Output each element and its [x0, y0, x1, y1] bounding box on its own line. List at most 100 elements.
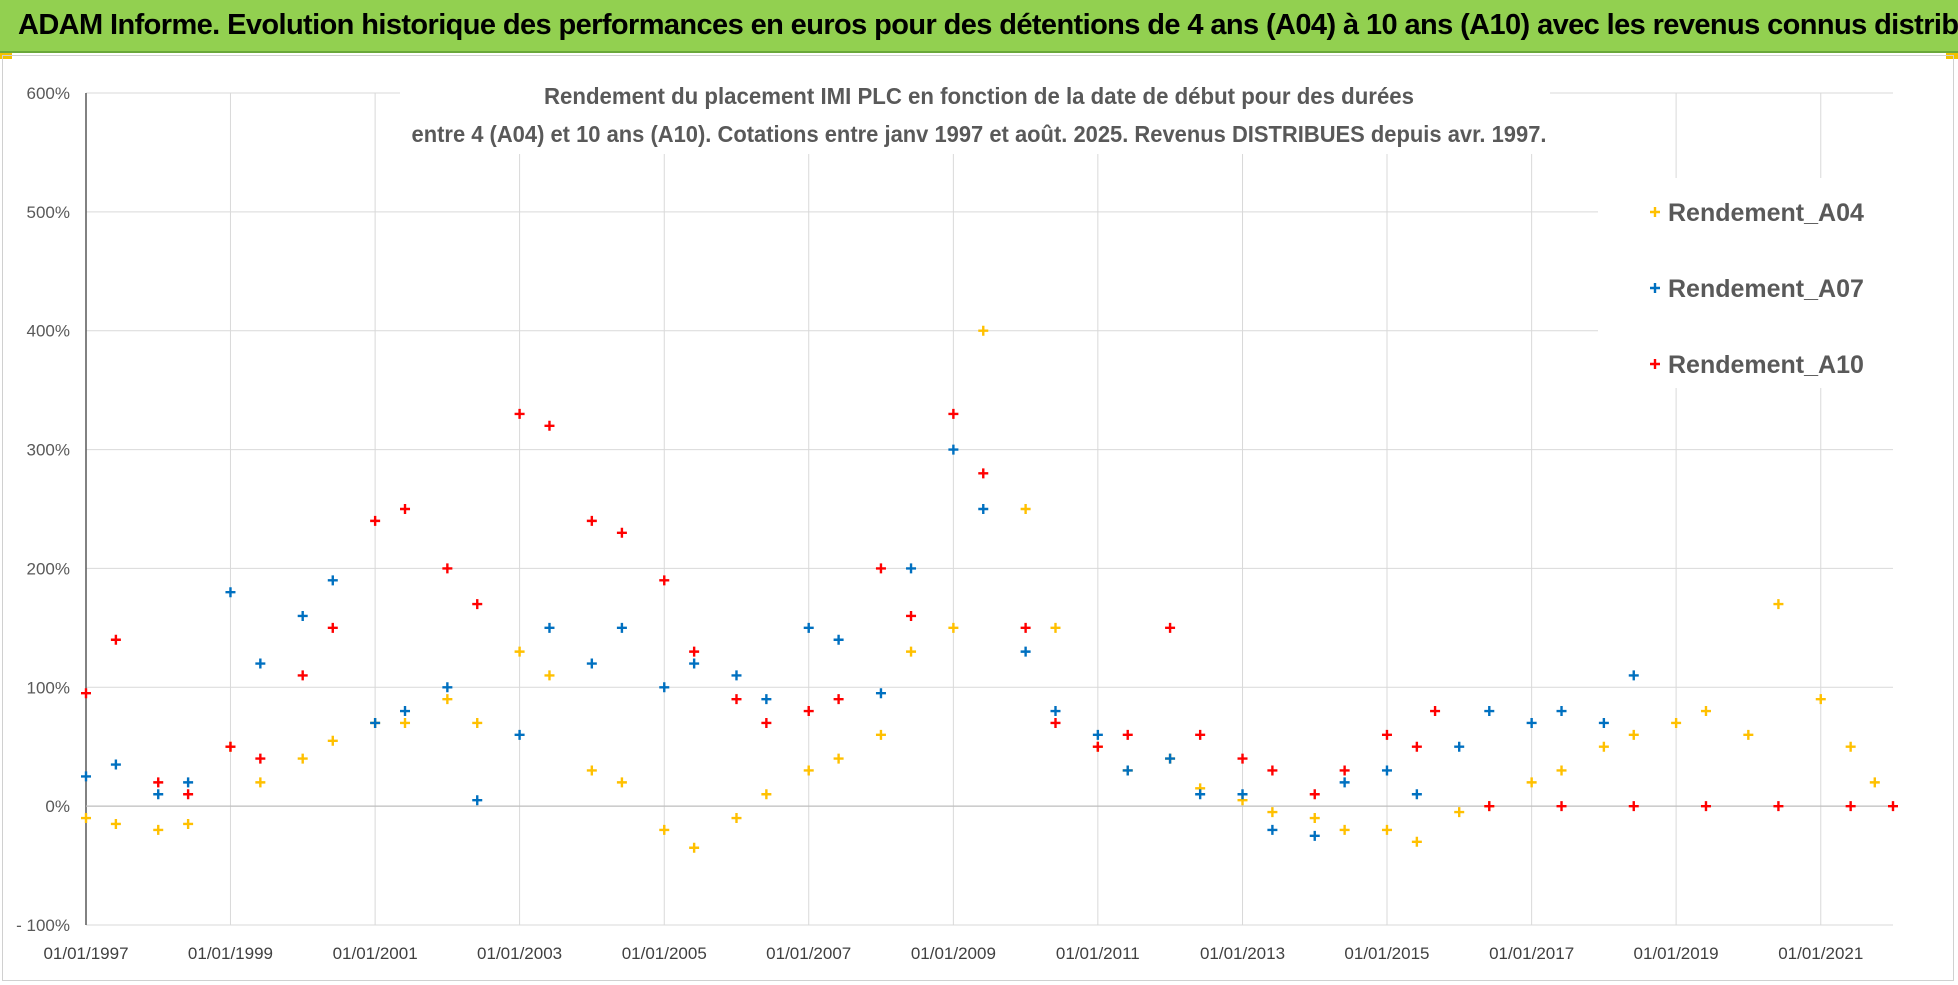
data-point — [225, 587, 236, 598]
x-tick-label: 01/01/2019 — [1634, 944, 1719, 963]
data-point — [731, 813, 742, 824]
data-point — [1454, 741, 1465, 752]
data-point — [906, 646, 917, 657]
y-tick-label: 100% — [27, 678, 70, 697]
data-point — [1869, 777, 1880, 788]
data-point — [1411, 789, 1422, 800]
data-point — [1381, 824, 1392, 835]
data-point — [978, 504, 989, 514]
data-point — [183, 777, 194, 788]
data-point — [400, 706, 411, 717]
data-point — [1628, 801, 1639, 812]
data-point — [255, 777, 266, 788]
data-point — [544, 670, 555, 681]
corner-marker-left — [0, 53, 12, 59]
data-point — [327, 735, 338, 746]
legend-marker — [1650, 207, 1660, 217]
data-point — [875, 563, 886, 574]
data-point — [731, 694, 742, 705]
data-point — [472, 795, 483, 806]
legend-item: Rendement_A10 — [1650, 351, 1864, 379]
data-point — [1309, 789, 1320, 800]
y-tick-label: 0% — [45, 797, 70, 816]
data-point — [1122, 765, 1133, 776]
data-point — [803, 706, 814, 717]
data-point — [616, 777, 627, 788]
data-point — [514, 729, 525, 740]
data-point — [297, 753, 308, 764]
data-point — [1845, 801, 1856, 812]
x-tick-label: 01/01/2009 — [911, 944, 996, 963]
chart-title: Rendement du placement IMI PLC en foncti… — [544, 83, 1414, 109]
x-tick-label: 01/01/2003 — [477, 944, 562, 963]
x-tick-label: 01/01/1997 — [43, 944, 128, 963]
data-point — [81, 688, 91, 699]
data-point — [1526, 777, 1537, 788]
data-point — [1454, 807, 1465, 818]
series-Rendement_A04 — [81, 325, 1880, 853]
data-point — [616, 527, 627, 538]
data-point — [1411, 741, 1422, 752]
data-point — [1309, 830, 1320, 841]
data-point — [370, 717, 381, 728]
data-point — [1050, 706, 1061, 717]
data-point — [1122, 729, 1133, 740]
x-tick-label: 01/01/2001 — [333, 944, 418, 963]
data-point — [1092, 729, 1103, 740]
data-point — [1743, 729, 1754, 740]
data-point — [153, 824, 164, 835]
data-point — [761, 694, 772, 705]
chart-title-block: Rendement du placement IMI PLC en foncti… — [400, 76, 1550, 154]
data-point — [1598, 741, 1609, 752]
data-point — [442, 563, 453, 574]
data-point — [1165, 753, 1176, 764]
data-point — [110, 634, 121, 645]
data-point — [616, 622, 627, 633]
data-point — [948, 444, 959, 455]
data-point — [1628, 729, 1639, 740]
data-point — [1165, 622, 1176, 633]
data-point — [1195, 729, 1206, 740]
data-point — [875, 688, 886, 699]
data-point — [297, 610, 308, 621]
data-point — [183, 789, 194, 800]
data-point — [659, 824, 670, 835]
y-tick-label: - 100% — [16, 916, 70, 935]
data-point — [586, 765, 597, 776]
data-point — [514, 408, 525, 419]
data-point — [906, 563, 917, 574]
data-point — [1556, 801, 1567, 812]
data-point — [153, 777, 164, 788]
x-tick-label: 01/01/2021 — [1778, 944, 1863, 963]
data-point — [1339, 824, 1350, 835]
x-tick-label: 01/01/2015 — [1344, 944, 1429, 963]
data-point — [1020, 646, 1031, 657]
data-point — [1888, 801, 1898, 812]
data-point — [110, 818, 121, 829]
report-banner-title: ADAM Informe. Evolution historique des p… — [18, 9, 1958, 41]
series-Rendement_A07 — [81, 444, 1639, 841]
data-point — [183, 818, 194, 829]
data-point — [1700, 706, 1711, 717]
data-point — [1556, 765, 1567, 776]
data-point — [978, 325, 989, 336]
data-point — [370, 515, 381, 526]
data-point — [1815, 694, 1826, 705]
x-tick-label: 01/01/2005 — [622, 944, 707, 963]
data-point — [1381, 729, 1392, 740]
y-tick-label: 500% — [27, 203, 70, 222]
data-point — [225, 741, 236, 752]
data-point — [442, 694, 453, 705]
x-tick-label: 01/01/2013 — [1200, 944, 1285, 963]
data-point — [1237, 789, 1248, 800]
series-Rendement_A10 — [81, 408, 1898, 812]
data-point — [544, 420, 555, 431]
data-point — [400, 504, 411, 514]
data-point — [689, 842, 700, 853]
data-point — [1195, 789, 1206, 800]
data-point — [659, 575, 670, 586]
legend-item: Rendement_A07 — [1650, 275, 1864, 303]
data-points — [81, 325, 1898, 853]
data-point — [1267, 824, 1278, 835]
data-point — [1092, 741, 1103, 752]
